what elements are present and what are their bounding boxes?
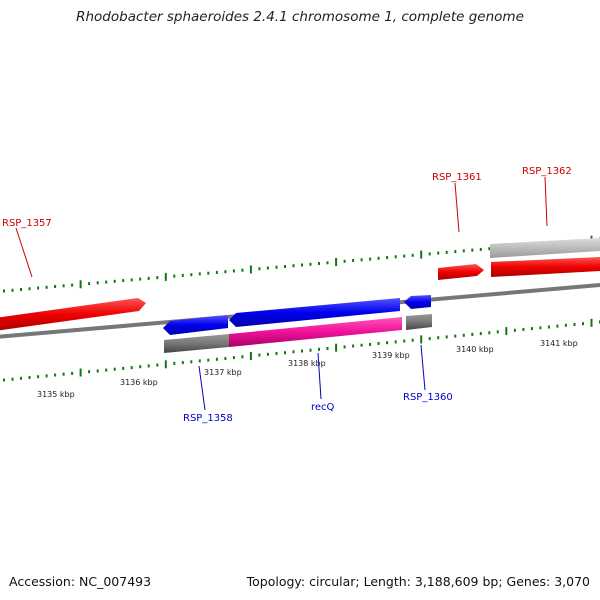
scale-label-3139: 3139 kbp [372, 351, 410, 360]
gene-label-rsp-1362[interactable]: RSP_1362 [522, 166, 572, 177]
forward-tick-ring [3, 235, 600, 293]
recq-callout [317, 352, 322, 400]
reverse-tick-ring [3, 318, 600, 382]
rsp-1357-callout [15, 227, 33, 278]
gene-rsp-1361-arrow [438, 264, 484, 280]
rsp-1362-callout [544, 176, 548, 227]
gene-rsp-1357-arrow [0, 298, 146, 331]
gene-recq-bar [229, 317, 402, 347]
scale-label-3138: 3138 kbp [288, 359, 326, 368]
accession-text: Accession: NC_007493 [9, 574, 152, 589]
gene-label-recq[interactable]: recQ [311, 402, 335, 413]
scale-label-3136: 3136 kbp [120, 378, 158, 387]
gene-label-rsp-1361[interactable]: RSP_1361 [432, 172, 482, 183]
gene-rsp-1358-arrow [163, 315, 228, 335]
scale-label-3137: 3137 kbp [204, 368, 242, 377]
gene-label-rsp-1357[interactable]: RSP_1357 [2, 218, 52, 229]
rsp-1360-callout [420, 344, 426, 391]
gene-rsp-1360-arrow [404, 295, 431, 309]
scale-label-3135: 3135 kbp [37, 390, 75, 399]
gene-label-rsp-1360[interactable]: RSP_1360 [403, 392, 453, 403]
genome-summary-text: Topology: circular; Length: 3,188,609 bp… [246, 574, 590, 589]
map-title: Rhodobacter sphaeroides 2.4.1 chromosome… [76, 9, 524, 25]
gene-recq-arrow [229, 298, 400, 327]
gene-rsp-1358-bar [164, 334, 229, 353]
gene-rsp-1362-arrow [491, 257, 600, 277]
rsp-1358-callout [198, 365, 206, 411]
scale-label-3141: 3141 kbp [540, 339, 578, 348]
gene-rsp-1360-bar [406, 314, 432, 330]
gene-rsp-1362-bar [490, 238, 600, 258]
scale-label-3140: 3140 kbp [456, 345, 494, 354]
rsp-1361-callout [454, 182, 460, 233]
gene-label-rsp-1358[interactable]: RSP_1358 [183, 413, 233, 424]
